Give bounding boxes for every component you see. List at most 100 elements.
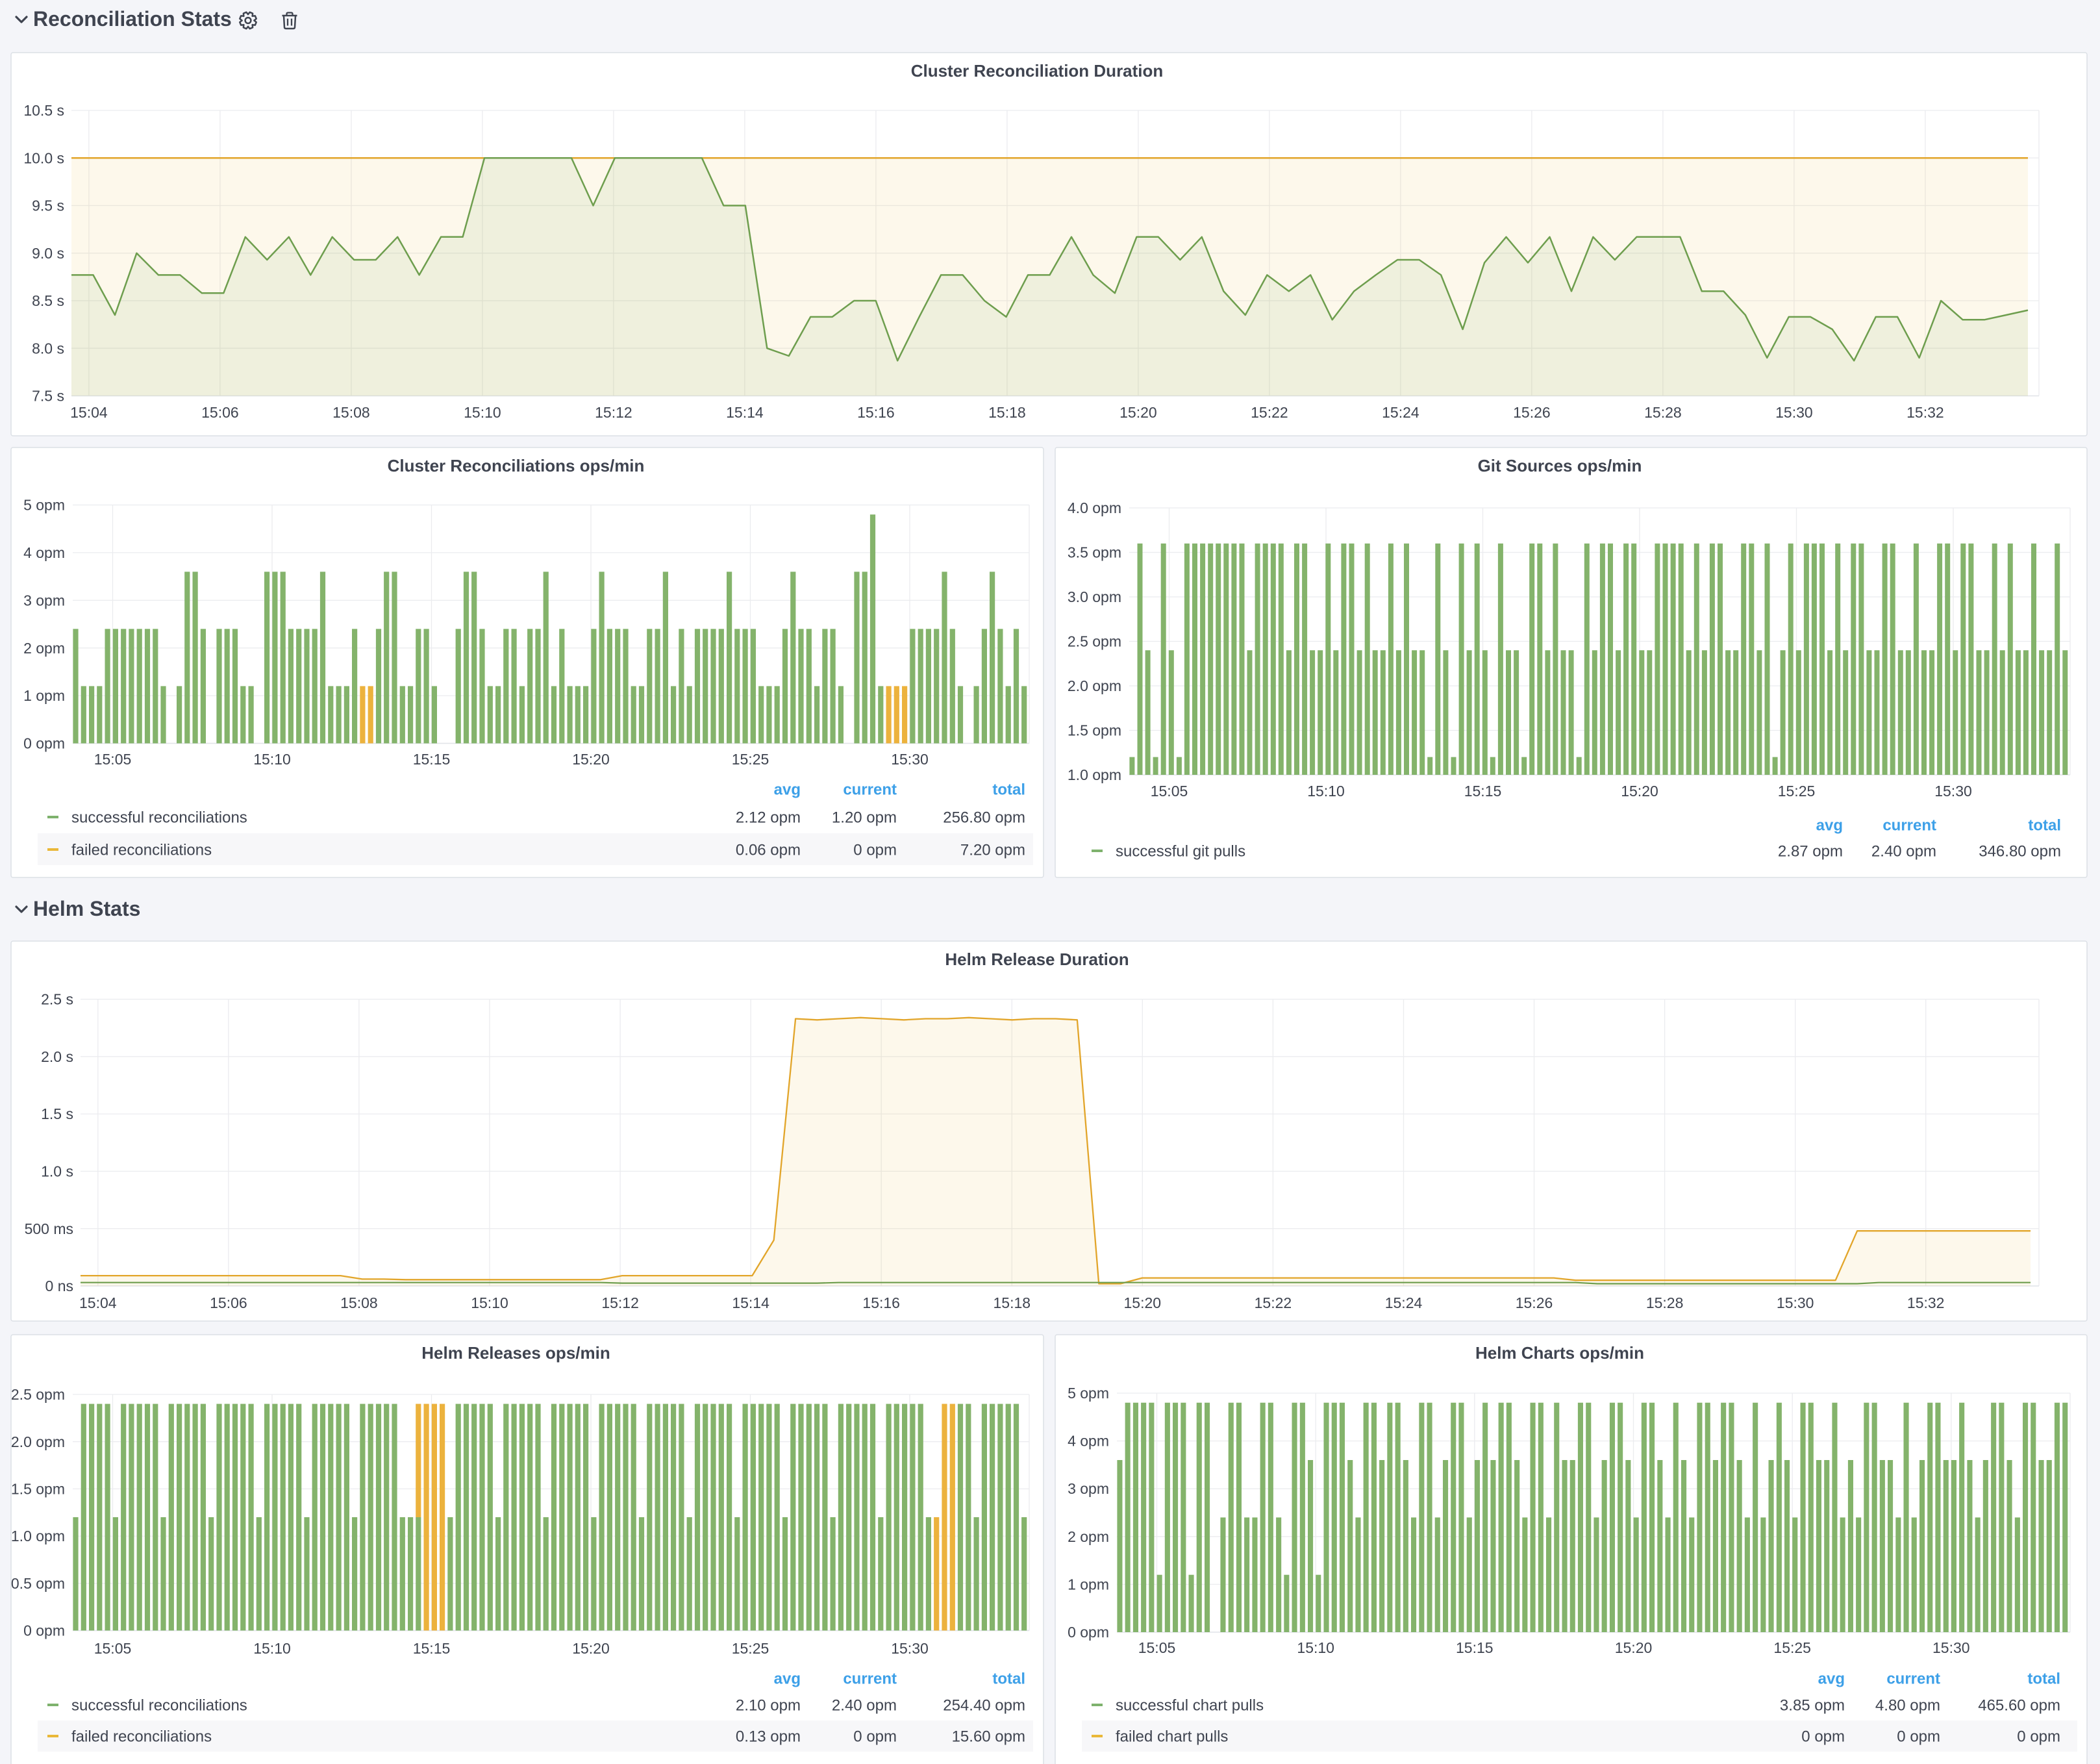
svg-text:15:20: 15:20: [1124, 1294, 1162, 1311]
svg-text:Git Sources ops/min: Git Sources ops/min: [1478, 456, 1642, 475]
svg-text:15:26: 15:26: [1513, 404, 1551, 421]
svg-text:10.0 s: 10.0 s: [23, 149, 64, 166]
svg-text:2.0 opm: 2.0 opm: [11, 1433, 65, 1450]
svg-text:15:06: 15:06: [201, 404, 239, 421]
svg-text:Helm Release Duration: Helm Release Duration: [945, 950, 1129, 969]
svg-text:15:30: 15:30: [891, 751, 929, 768]
svg-text:2.40 opm: 2.40 opm: [1871, 842, 1936, 860]
svg-text:15:32: 15:32: [1906, 404, 1944, 421]
svg-text:15:15: 15:15: [413, 751, 451, 768]
svg-text:500 ms: 500 ms: [25, 1220, 73, 1237]
svg-text:current: current: [1882, 816, 1936, 834]
svg-text:465.60 opm: 465.60 opm: [1978, 1696, 2060, 1714]
svg-text:15:32: 15:32: [1907, 1294, 1945, 1311]
svg-text:15:12: 15:12: [601, 1294, 639, 1311]
svg-text:current: current: [1886, 1670, 1940, 1687]
svg-text:15:05: 15:05: [94, 1640, 132, 1657]
svg-text:15:10: 15:10: [253, 1640, 291, 1657]
svg-text:failed reconciliations: failed reconciliations: [71, 1728, 212, 1745]
svg-text:1.0 opm: 1.0 opm: [11, 1528, 65, 1544]
svg-text:avg: avg: [774, 1670, 801, 1687]
svg-text:254.40 opm: 254.40 opm: [943, 1696, 1025, 1714]
svg-text:Reconciliation Stats: Reconciliation Stats: [33, 7, 232, 31]
svg-text:15:18: 15:18: [994, 1294, 1031, 1311]
svg-text:15:14: 15:14: [732, 1294, 769, 1311]
svg-text:15:15: 15:15: [1464, 783, 1502, 800]
svg-text:2.5 opm: 2.5 opm: [11, 1386, 65, 1403]
svg-text:1.5 s: 1.5 s: [41, 1105, 73, 1122]
svg-text:15:08: 15:08: [340, 1294, 378, 1311]
svg-text:15:24: 15:24: [1382, 404, 1419, 421]
svg-text:15:15: 15:15: [413, 1640, 451, 1657]
svg-text:15:14: 15:14: [726, 404, 764, 421]
svg-text:current: current: [843, 781, 897, 798]
svg-text:15:28: 15:28: [1644, 404, 1682, 421]
svg-text:avg: avg: [1816, 816, 1843, 834]
svg-text:0 opm: 0 opm: [23, 735, 65, 752]
svg-text:15:10: 15:10: [253, 751, 291, 768]
svg-text:15:30: 15:30: [1932, 1639, 1970, 1656]
svg-text:4 opm: 4 opm: [1068, 1433, 1109, 1450]
svg-text:total: total: [992, 781, 1025, 798]
svg-text:2.0 opm: 2.0 opm: [1068, 677, 1121, 694]
svg-text:15:10: 15:10: [1297, 1639, 1334, 1656]
svg-text:0 opm: 0 opm: [1897, 1728, 1940, 1745]
svg-text:15:25: 15:25: [732, 1640, 769, 1657]
svg-text:failed chart pulls: failed chart pulls: [1116, 1728, 1228, 1745]
svg-text:15:20: 15:20: [1119, 404, 1157, 421]
svg-text:successful chart pulls: successful chart pulls: [1116, 1696, 1264, 1714]
svg-text:15:20: 15:20: [1621, 783, 1658, 800]
svg-text:2.10 opm: 2.10 opm: [736, 1696, 801, 1714]
svg-text:2.0 s: 2.0 s: [41, 1048, 73, 1065]
svg-text:256.80 opm: 256.80 opm: [943, 809, 1025, 826]
svg-text:15:10: 15:10: [471, 1294, 508, 1311]
svg-text:2.12 opm: 2.12 opm: [736, 809, 801, 826]
svg-text:4 opm: 4 opm: [23, 544, 65, 561]
svg-text:1 opm: 1 opm: [23, 687, 65, 704]
svg-text:1.0 opm: 1.0 opm: [1068, 766, 1121, 783]
svg-text:1.5 opm: 1.5 opm: [1068, 722, 1121, 739]
svg-text:0 opm: 0 opm: [2017, 1728, 2060, 1745]
svg-text:15:25: 15:25: [732, 751, 769, 768]
svg-text:successful git pulls: successful git pulls: [1116, 842, 1245, 860]
svg-text:0 opm: 0 opm: [853, 841, 897, 859]
svg-text:2.40 opm: 2.40 opm: [832, 1696, 897, 1714]
svg-text:total: total: [2027, 1670, 2060, 1687]
svg-text:2 opm: 2 opm: [23, 640, 65, 657]
svg-text:5 opm: 5 opm: [1068, 1385, 1109, 1402]
svg-text:15:10: 15:10: [1307, 783, 1345, 800]
svg-text:15:16: 15:16: [862, 1294, 900, 1311]
svg-text:9.0 s: 9.0 s: [32, 245, 64, 262]
svg-text:5 opm: 5 opm: [23, 497, 65, 514]
svg-text:15:12: 15:12: [595, 404, 632, 421]
svg-text:0 ns: 0 ns: [45, 1278, 73, 1294]
svg-text:346.80 opm: 346.80 opm: [1979, 842, 2061, 860]
svg-text:15:25: 15:25: [1778, 783, 1816, 800]
svg-text:failed reconciliations: failed reconciliations: [71, 841, 212, 859]
svg-text:15:30: 15:30: [891, 1640, 929, 1657]
svg-text:15:15: 15:15: [1456, 1639, 1494, 1656]
svg-text:avg: avg: [1818, 1670, 1845, 1687]
svg-text:9.5 s: 9.5 s: [32, 197, 64, 214]
svg-text:0.13 opm: 0.13 opm: [736, 1728, 801, 1745]
svg-text:2.87 opm: 2.87 opm: [1778, 842, 1843, 860]
svg-text:15:08: 15:08: [332, 404, 370, 421]
svg-text:Cluster Reconciliation Duratio: Cluster Reconciliation Duration: [911, 61, 1164, 81]
svg-text:15:25: 15:25: [1773, 1639, 1811, 1656]
svg-text:15:26: 15:26: [1516, 1294, 1553, 1311]
svg-text:8.0 s: 8.0 s: [32, 340, 64, 357]
svg-text:15:04: 15:04: [70, 404, 108, 421]
svg-text:15:05: 15:05: [1151, 783, 1188, 800]
svg-text:0.06 opm: 0.06 opm: [736, 841, 801, 859]
svg-text:15:05: 15:05: [94, 751, 132, 768]
svg-text:1.5 opm: 1.5 opm: [11, 1481, 65, 1498]
svg-text:15:04: 15:04: [79, 1294, 117, 1311]
svg-text:0 opm: 0 opm: [1801, 1728, 1845, 1745]
svg-text:avg: avg: [774, 781, 801, 798]
svg-text:15:24: 15:24: [1385, 1294, 1423, 1311]
svg-text:2.5 s: 2.5 s: [41, 991, 73, 1008]
svg-text:0 opm: 0 opm: [23, 1622, 65, 1639]
svg-text:15:20: 15:20: [1615, 1639, 1653, 1656]
svg-text:current: current: [843, 1670, 897, 1687]
svg-text:0 opm: 0 opm: [1068, 1624, 1109, 1641]
